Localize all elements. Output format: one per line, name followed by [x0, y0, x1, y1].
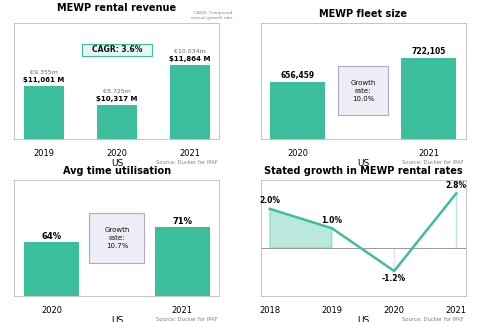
- Bar: [270, 82, 325, 321]
- Text: Growth
rate:
10.7%: Growth rate: 10.7%: [104, 227, 130, 249]
- Text: CAGR: Compound
annual growth rate: CAGR: Compound annual growth rate: [191, 11, 233, 20]
- Title: Avg time utilisation: Avg time utilisation: [63, 166, 171, 176]
- FancyBboxPatch shape: [338, 66, 388, 115]
- Text: 64%: 64%: [41, 232, 61, 242]
- Title: Stated growth in MEWP rental rates: Stated growth in MEWP rental rates: [264, 166, 462, 176]
- X-axis label: US: US: [111, 159, 123, 168]
- Text: Source: Ducker for IPAF: Source: Ducker for IPAF: [402, 317, 464, 322]
- Title: MEWP rental revenue: MEWP rental revenue: [58, 4, 177, 14]
- Text: €9.355m: €9.355m: [30, 70, 58, 75]
- Bar: [170, 65, 210, 322]
- Text: 1.0%: 1.0%: [322, 216, 343, 225]
- Title: MEWP fleet size: MEWP fleet size: [319, 9, 407, 19]
- Bar: [97, 105, 137, 322]
- Text: Growth
rate:
10.0%: Growth rate: 10.0%: [350, 80, 376, 102]
- Text: 2.8%: 2.8%: [446, 181, 467, 190]
- Text: -1.2%: -1.2%: [382, 274, 406, 283]
- Bar: [24, 86, 64, 322]
- Text: CAGR: 3.6%: CAGR: 3.6%: [92, 45, 142, 54]
- Text: $10,317 M: $10,317 M: [96, 96, 138, 102]
- Text: 656,459: 656,459: [281, 71, 315, 80]
- FancyBboxPatch shape: [82, 44, 152, 56]
- Text: Source: Ducker for IPAF: Source: Ducker for IPAF: [402, 160, 464, 165]
- X-axis label: US: US: [357, 316, 369, 322]
- Text: Source: Ducker for IPAF: Source: Ducker for IPAF: [156, 160, 217, 165]
- Text: €10.034m: €10.034m: [174, 49, 206, 54]
- X-axis label: US: US: [357, 159, 369, 168]
- Bar: [155, 227, 210, 322]
- Bar: [401, 58, 456, 321]
- Bar: [24, 242, 79, 322]
- Text: $11,864 M: $11,864 M: [169, 56, 211, 62]
- Text: 71%: 71%: [172, 217, 192, 226]
- FancyBboxPatch shape: [89, 213, 144, 263]
- Text: €8.725m: €8.725m: [103, 89, 131, 94]
- X-axis label: US: US: [111, 316, 123, 322]
- Text: 722,105: 722,105: [411, 47, 445, 56]
- Text: $11,061 M: $11,061 M: [23, 77, 64, 82]
- Text: Source: Ducker for IPAF: Source: Ducker for IPAF: [156, 317, 217, 322]
- Text: 2.0%: 2.0%: [259, 196, 280, 205]
